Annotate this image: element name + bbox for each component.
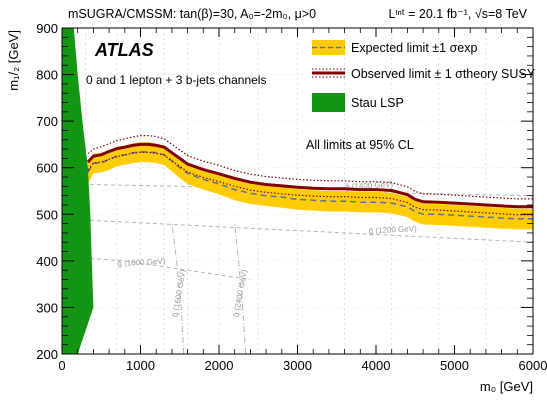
contour-label: g̃ (1000 GeV) <box>117 257 166 269</box>
contour-label: g̃ (1200 GeV) <box>368 224 417 236</box>
y-axis-label: m₁/₂ [GeV] <box>6 30 21 91</box>
header-right: Lᶦⁿᵗ = 20.1 fb⁻¹, √s=8 TeV <box>388 7 527 21</box>
contour-line <box>62 183 533 197</box>
stau-lsp-region <box>62 28 94 354</box>
legend-entry-expected: Expected limit ±1 σexp <box>312 40 477 55</box>
contour-line <box>234 223 247 354</box>
legend-swatch-stau <box>312 93 345 112</box>
x-tick-label: 5000 <box>440 358 469 373</box>
atlas-label: ATLAS <box>94 40 154 60</box>
x-tick-label: 2000 <box>205 358 234 373</box>
y-tick-label: 600 <box>36 161 58 176</box>
expected-band <box>87 142 533 230</box>
limits-note: All limits at 95% CL <box>306 138 414 152</box>
channel-label: 0 and 1 lepton + 3 b-jets channels <box>86 73 266 87</box>
legend-label-observed: Observed limit ± 1 σtheory SUSY <box>351 67 536 81</box>
axes: 0 1000 2000 3000 4000 5000 6000 200 300 400 500 600… <box>36 21 547 373</box>
x-tick-label: 1000 <box>126 358 155 373</box>
observed-limit-line <box>86 142 533 209</box>
y-tick-label: 800 <box>36 68 58 83</box>
limit-lines <box>86 135 533 220</box>
contour-line <box>62 255 251 280</box>
observed-theory-down-line <box>87 151 533 216</box>
x-tick-label: 4000 <box>362 358 391 373</box>
x-tick-label: 6000 <box>519 358 547 373</box>
contour-line <box>171 223 185 354</box>
header-left: mSUGRA/CMSSM: tan(β)=30, A₀=-2m₀, μ>0 <box>68 7 316 21</box>
legend-entry-stau: Stau LSP <box>312 93 404 112</box>
y-tick-label: 500 <box>36 207 58 222</box>
stau-region <box>62 28 94 354</box>
x-tick-label: 0 <box>58 358 65 373</box>
legend-label-expected: Expected limit ±1 σexp <box>351 41 477 55</box>
y-tick-label: 900 <box>36 21 58 36</box>
expected-band-area <box>87 142 533 230</box>
x-tick-label: 3000 <box>283 358 312 373</box>
x-axis-label: m₀ [GeV] <box>480 379 533 394</box>
contour-label: g̃ (1400 GeV) <box>345 180 394 192</box>
legend: Expected limit ±1 σexp Observed limit ± … <box>312 40 536 112</box>
legend-label-stau: Stau LSP <box>351 96 404 110</box>
y-tick-label: 700 <box>36 114 58 129</box>
y-tick-label: 400 <box>36 254 58 269</box>
contour-line <box>62 218 533 243</box>
y-tick-label: 300 <box>36 300 58 315</box>
y-tick-label: 200 <box>36 347 58 362</box>
legend-entry-observed: Observed limit ± 1 σtheory SUSY <box>312 67 536 81</box>
